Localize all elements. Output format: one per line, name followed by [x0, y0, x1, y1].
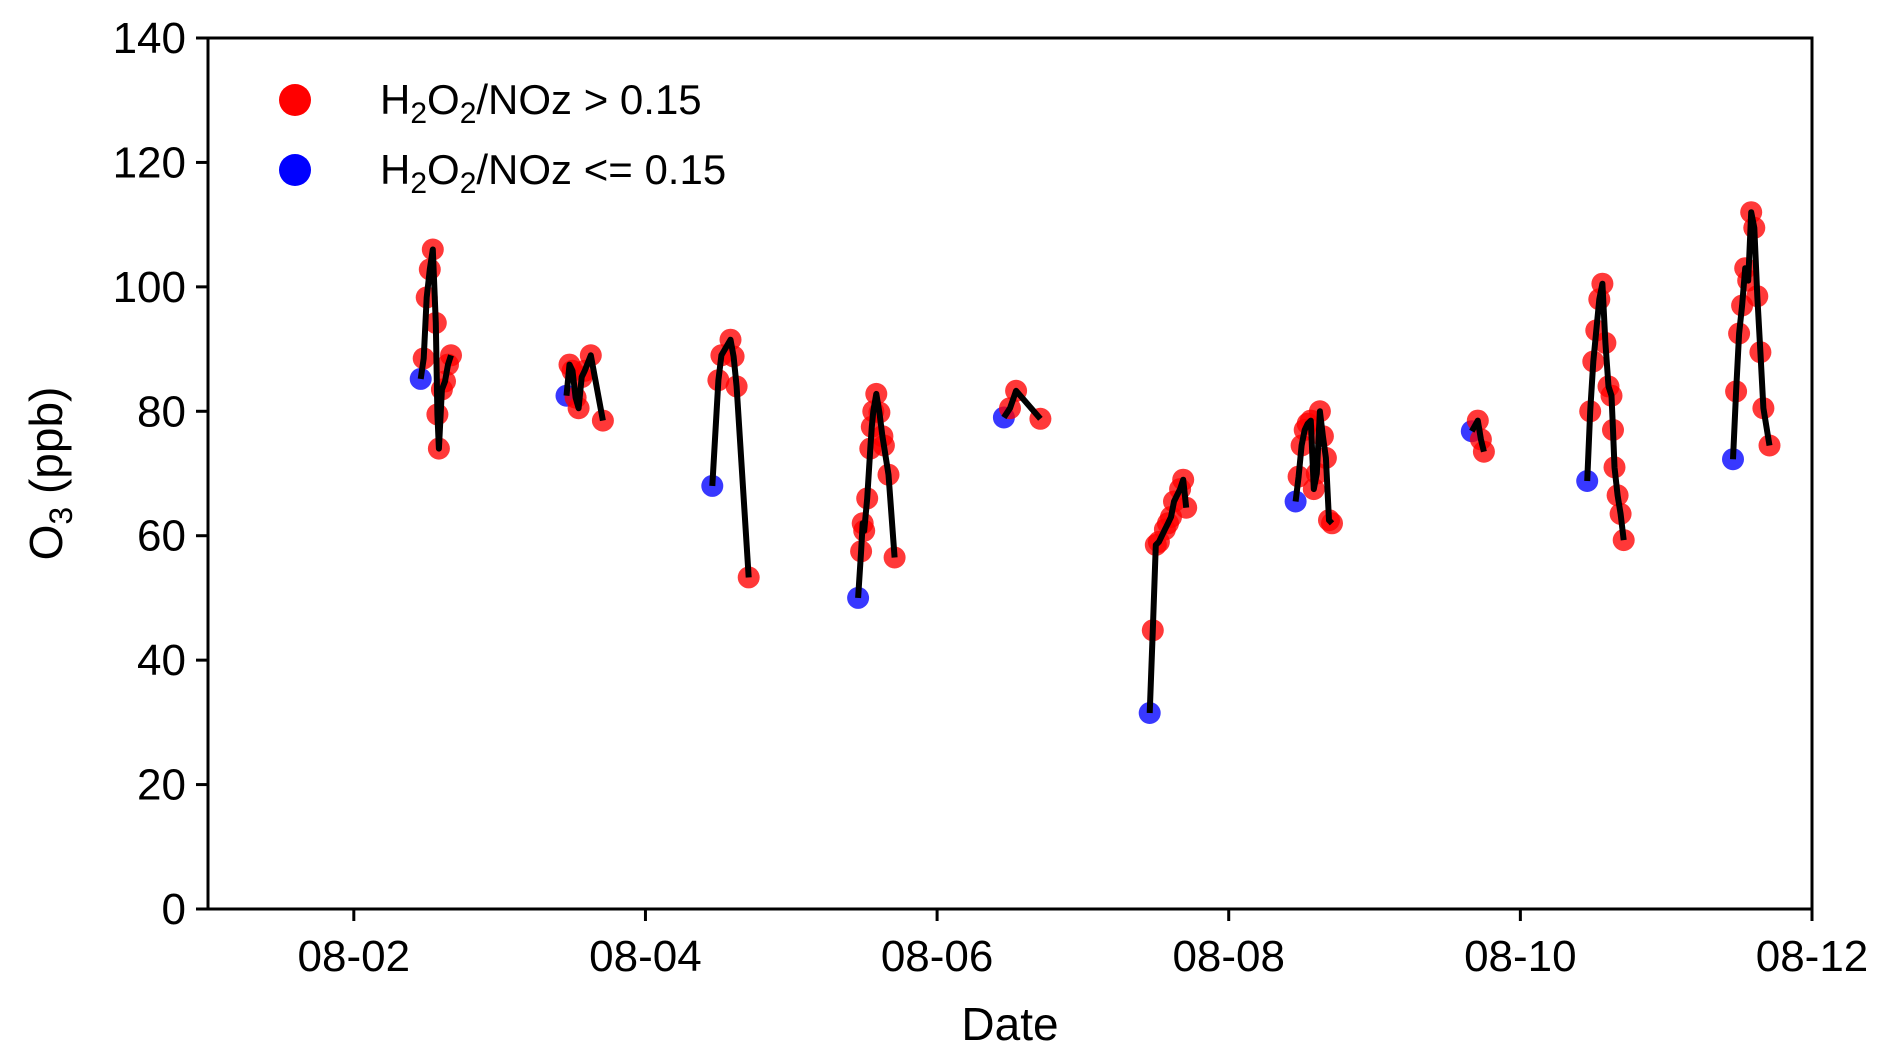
o3-line: [855, 390, 898, 599]
y-tick-label: 120: [113, 138, 186, 187]
legend-marker-low: [279, 154, 311, 186]
y-tick-label: 140: [113, 14, 186, 63]
x-tick-label: 08-02: [298, 932, 411, 981]
o3-line: [1584, 280, 1627, 541]
x-axis-label: Date: [961, 998, 1058, 1050]
o3-line: [563, 352, 606, 422]
legend-label-low: H2O2/NOz <= 0.15: [380, 146, 726, 200]
o3-line: [1730, 209, 1773, 460]
o3-line: [1292, 408, 1335, 526]
series-points: [409, 201, 1781, 724]
o3-line: [1146, 476, 1190, 714]
x-tick-label: 08-04: [589, 932, 702, 981]
y-tick-label: 80: [137, 387, 186, 436]
legend-marker-high: [279, 84, 311, 116]
x-tick-label: 08-10: [1464, 932, 1577, 981]
y-tick-label: 100: [113, 263, 186, 312]
o3-line: [1469, 417, 1487, 453]
series-lines: [417, 209, 1773, 714]
y-tick-label: 20: [137, 761, 186, 810]
x-tick-label: 08-06: [881, 932, 994, 981]
y-tick-label: 0: [162, 885, 186, 934]
x-tick-label: 08-12: [1756, 932, 1869, 981]
y-axis-label-sub: 3: [43, 507, 79, 525]
x-tick-label: 08-08: [1172, 932, 1285, 981]
y-tick-label: 40: [137, 636, 186, 685]
o3-line: [1001, 387, 1043, 421]
plot-frame: [206, 36, 1814, 911]
o3-line: [709, 336, 752, 578]
x-axis: 08-02 08-04 08-06 08-08 08-10 08-12: [298, 909, 1869, 981]
y-axis-label-main: O: [20, 525, 72, 561]
y-axis-label-unit: (ppb): [20, 387, 72, 507]
y-tick-label: 60: [137, 512, 186, 561]
legend-label-high: H2O2/NOz > 0.15: [380, 76, 702, 130]
y-axis: 0 20 40 60 80 100 120 140: [113, 14, 208, 934]
o3-line: [417, 246, 454, 452]
y-axis-label: O3 (ppb): [20, 387, 79, 561]
legend: H2O2/NOz > 0.15 H2O2/NOz <= 0.15: [279, 76, 726, 200]
